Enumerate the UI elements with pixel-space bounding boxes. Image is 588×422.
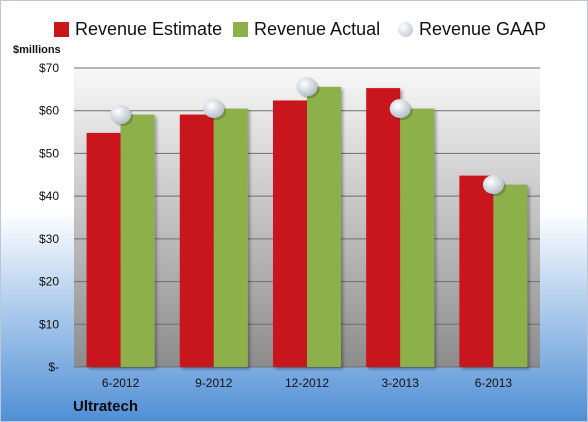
x-tick-label: 12-2012 bbox=[285, 376, 329, 390]
bar-actual bbox=[120, 114, 155, 368]
x-tick-label: 9-2012 bbox=[195, 376, 233, 390]
legend-marker-gaap bbox=[398, 21, 413, 37]
y-tick-label: $50 bbox=[39, 146, 59, 160]
legend-item-gaap: Revenue GAAP bbox=[398, 16, 546, 42]
gaap-marker bbox=[203, 99, 225, 119]
company-name: Ultratech bbox=[73, 398, 139, 415]
x-axis-tick-labels: 6-2012 9-2012 12-2012 3-2013 6-2013 bbox=[102, 376, 512, 390]
gaap-marker bbox=[110, 105, 132, 125]
y-tick-label: $40 bbox=[39, 189, 59, 203]
bar-actual bbox=[493, 184, 528, 367]
legend-swatch-actual bbox=[233, 21, 248, 37]
gaap-marker bbox=[296, 77, 318, 97]
legend-item-actual: Revenue Actual bbox=[233, 16, 380, 42]
bar-estimate bbox=[86, 132, 121, 367]
gaap-markers bbox=[110, 77, 506, 197]
y-axis-tick-labels: $- $10 $20 $30 $40 $50 $60 $70 bbox=[39, 61, 59, 374]
bar-estimate bbox=[179, 114, 214, 368]
legend-label-gaap: Revenue GAAP bbox=[419, 18, 547, 39]
x-tick-label: 6-2013 bbox=[475, 376, 513, 390]
x-tick-label: 3-2013 bbox=[382, 376, 420, 390]
y-tick-label: $30 bbox=[39, 232, 59, 246]
legend-label-actual: Revenue Actual bbox=[254, 18, 381, 39]
bar-actual bbox=[307, 86, 341, 368]
y-tick-label: $10 bbox=[39, 317, 59, 331]
y-tick-label: $20 bbox=[39, 275, 59, 289]
legend-label-estimate: Revenue Estimate bbox=[75, 18, 223, 39]
legend-item-estimate: Revenue Estimate bbox=[54, 16, 222, 42]
bar-actual bbox=[213, 108, 248, 367]
y-tick-label: $60 bbox=[39, 104, 59, 118]
legend-swatch-estimate bbox=[54, 21, 69, 37]
x-tick-label: 6-2012 bbox=[102, 376, 140, 390]
gaap-marker bbox=[389, 99, 411, 119]
gaap-marker bbox=[482, 175, 504, 195]
y-axis-unit-label: $millions bbox=[13, 44, 61, 56]
legend: Revenue Estimate Revenue Actual Revenue … bbox=[0, 16, 588, 42]
bar-estimate bbox=[273, 100, 307, 367]
bar-estimate bbox=[366, 88, 401, 367]
bars bbox=[86, 86, 528, 368]
bar-actual bbox=[400, 108, 435, 367]
y-tick-label: $70 bbox=[39, 61, 59, 75]
y-tick-label: $- bbox=[48, 360, 59, 374]
bar-estimate bbox=[459, 175, 494, 367]
